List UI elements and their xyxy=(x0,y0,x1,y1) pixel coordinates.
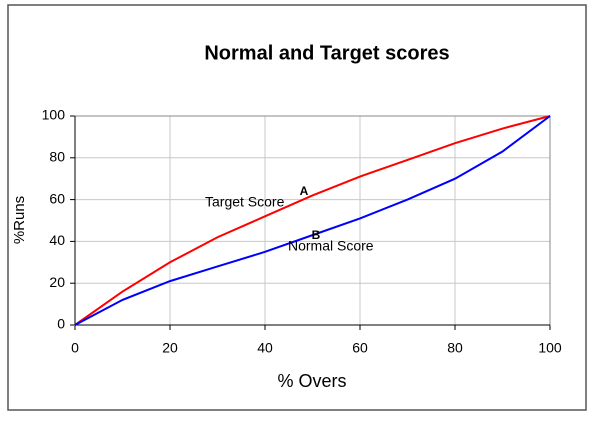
x-tick-label: 0 xyxy=(71,340,79,356)
y-tick-label: 0 xyxy=(57,316,65,332)
series-line xyxy=(74,115,551,326)
x-tick-label: 20 xyxy=(162,340,178,356)
series-line xyxy=(74,115,551,326)
y-tick-label: 40 xyxy=(49,232,65,248)
x-tick-label: 60 xyxy=(352,340,368,356)
x-tick-label: 80 xyxy=(447,340,463,356)
x-tick-label: 40 xyxy=(257,340,273,356)
y-tick-label: 100 xyxy=(42,107,66,123)
annotation: A xyxy=(300,184,309,198)
chart-title: Normal and Target scores xyxy=(204,42,449,64)
chart-frame xyxy=(7,4,587,411)
x-tick-label: 100 xyxy=(538,340,562,356)
annotation: Normal Score xyxy=(288,238,374,254)
y-tick-label: 80 xyxy=(49,149,65,165)
annotation: B xyxy=(312,228,321,242)
x-axis-label: % Overs xyxy=(277,371,346,391)
annotation: Target Score xyxy=(205,194,285,210)
y-tick-label: 60 xyxy=(49,190,65,206)
y-tick-label: 20 xyxy=(49,274,65,290)
y-axis-label: %Runs xyxy=(11,196,28,244)
